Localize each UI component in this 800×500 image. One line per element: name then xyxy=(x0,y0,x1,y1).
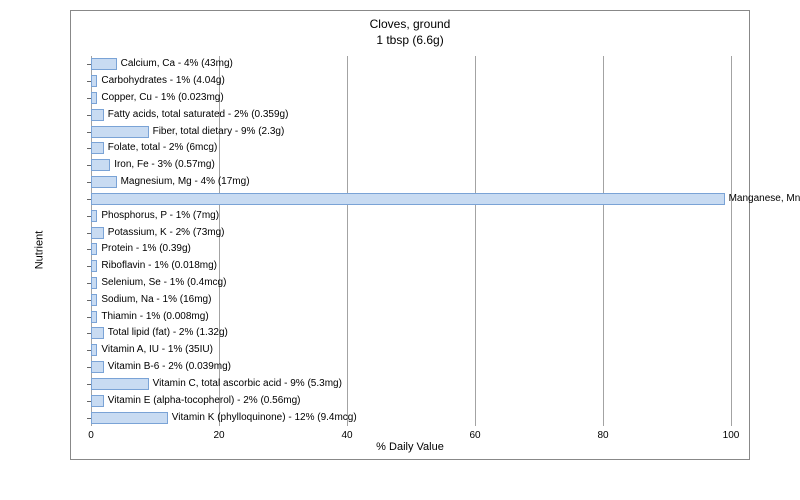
nutrient-label: Phosphorus, P - 1% (7mg) xyxy=(101,209,219,223)
nutrient-bar xyxy=(91,159,110,171)
nutrient-bar xyxy=(91,243,97,255)
nutrient-bar xyxy=(91,277,97,289)
nutrient-label: Vitamin C, total ascorbic acid - 9% (5.3… xyxy=(153,377,342,391)
nutrient-label: Riboflavin - 1% (0.018mg) xyxy=(101,259,217,273)
x-tick-label: 0 xyxy=(88,430,94,441)
nutrient-label: Calcium, Ca - 4% (43mg) xyxy=(121,57,233,71)
nutrient-label: Manganese, Mn - 99% (1.982mg) xyxy=(729,192,800,206)
nutrient-label: Potassium, K - 2% (73mg) xyxy=(108,226,225,240)
x-tick-label: 40 xyxy=(341,430,352,441)
nutrient-label: Fiber, total dietary - 9% (2.3g) xyxy=(153,125,285,139)
title-line-2: 1 tbsp (6.6g) xyxy=(376,33,443,47)
nutrient-label: Vitamin E (alpha-tocopherol) - 2% (0.56m… xyxy=(108,394,301,408)
nutrient-label: Fatty acids, total saturated - 2% (0.359… xyxy=(108,108,289,122)
nutrient-label: Selenium, Se - 1% (0.4mcg) xyxy=(101,276,226,290)
nutrient-bar xyxy=(91,378,149,390)
gridline xyxy=(475,56,476,426)
gridline xyxy=(731,56,732,426)
nutrient-bar xyxy=(91,142,104,154)
nutrient-bar xyxy=(91,327,104,339)
nutrient-label: Vitamin A, IU - 1% (35IU) xyxy=(101,343,213,357)
gridline xyxy=(347,56,348,426)
nutrient-bar xyxy=(91,227,104,239)
nutrient-bar xyxy=(91,126,149,138)
nutrient-label: Sodium, Na - 1% (16mg) xyxy=(101,293,211,307)
nutrient-bar xyxy=(91,412,168,424)
gridline xyxy=(603,56,604,426)
nutrient-bar xyxy=(91,361,104,373)
plot-area: 020406080100Calcium, Ca - 4% (43mg)Carbo… xyxy=(91,56,731,426)
nutrient-label: Iron, Fe - 3% (0.57mg) xyxy=(114,158,215,172)
nutrient-label: Vitamin B-6 - 2% (0.039mg) xyxy=(108,360,231,374)
nutrient-label: Carbohydrates - 1% (4.04g) xyxy=(101,74,224,88)
title-line-1: Cloves, ground xyxy=(370,17,451,31)
x-tick-label: 80 xyxy=(597,430,608,441)
nutrient-bar xyxy=(91,210,97,222)
nutrient-bar xyxy=(91,395,104,407)
nutrient-label: Magnesium, Mg - 4% (17mg) xyxy=(121,175,250,189)
nutrient-bar xyxy=(91,176,117,188)
nutrient-label: Thiamin - 1% (0.008mg) xyxy=(101,310,208,324)
nutrient-bar xyxy=(91,260,97,272)
nutrient-label: Vitamin K (phylloquinone) - 12% (9.4mcg) xyxy=(172,411,357,425)
nutrient-bar xyxy=(91,344,97,356)
x-tick-label: 100 xyxy=(723,430,740,441)
x-axis-label: % Daily Value xyxy=(376,441,444,453)
nutrient-bar xyxy=(91,92,97,104)
nutrient-label: Folate, total - 2% (6mcg) xyxy=(108,141,217,155)
nutrient-label: Total lipid (fat) - 2% (1.32g) xyxy=(108,326,228,340)
nutrient-bar xyxy=(91,193,725,205)
nutrient-bar xyxy=(91,75,97,87)
x-tick-label: 60 xyxy=(469,430,480,441)
x-tick-label: 20 xyxy=(213,430,224,441)
nutrient-bar xyxy=(91,311,97,323)
nutrient-label: Protein - 1% (0.39g) xyxy=(101,242,191,256)
nutrient-label: Copper, Cu - 1% (0.023mg) xyxy=(101,91,223,105)
nutrient-bar xyxy=(91,58,117,70)
nutrient-bar xyxy=(91,294,97,306)
nutrient-bar xyxy=(91,109,104,121)
y-axis-label: Nutrient xyxy=(33,231,45,270)
chart-title: Cloves, ground 1 tbsp (6.6g) xyxy=(71,11,749,48)
chart-container: Cloves, ground 1 tbsp (6.6g) 02040608010… xyxy=(70,10,750,460)
